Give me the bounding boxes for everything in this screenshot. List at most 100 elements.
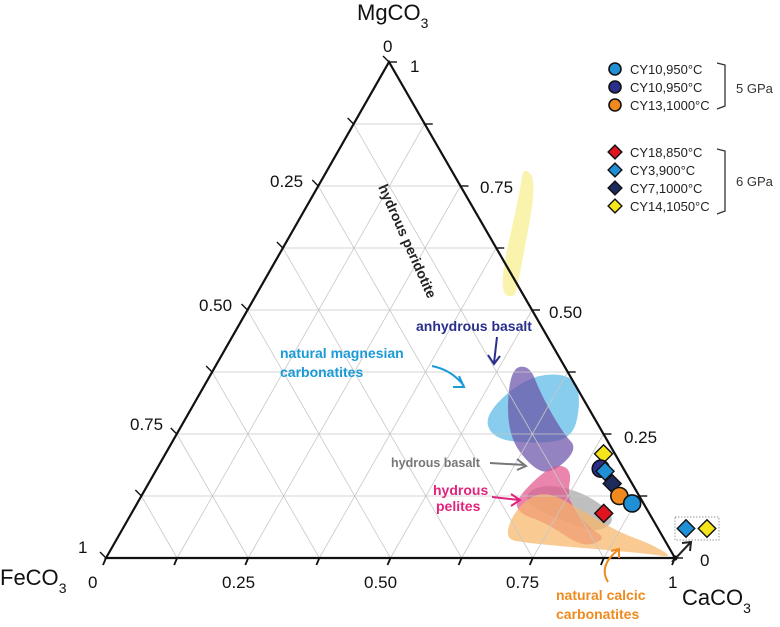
- region-hydrous-peridotite: [502, 170, 534, 297]
- gridline-feco3: [141, 495, 178, 559]
- label-anhydrous-basalt: anhydrous basalt: [416, 318, 532, 334]
- legend-label: CY14,1050°C: [630, 199, 710, 214]
- legend-group-6gpa: CY18,850°C CY3,900°C CY7,1000°C CY14,1050°C…: [607, 144, 774, 215]
- label-natural-magnesian-line1: natural magnesian: [280, 345, 404, 361]
- gridline-feco3: [176, 433, 249, 559]
- apex-title-mgco3: MgCO3: [357, 0, 429, 31]
- tick-bottom: [600, 557, 605, 566]
- gridline-feco3: [211, 371, 320, 559]
- legend-pressure-6gpa: 6 GPa: [736, 174, 774, 189]
- label-hydrous-pelites-line1: hydrous: [433, 482, 488, 498]
- arrow-hydrous-pelites: [491, 493, 522, 507]
- tick-label-left-0.75: 0.75: [130, 415, 163, 434]
- legend-label: CY10,950°C: [630, 62, 702, 77]
- tick-label-right-0.50: 0.50: [549, 303, 582, 322]
- arrow-natural-magnesian: [431, 365, 466, 388]
- label-natural-calcic-line2: carbonatites: [556, 606, 639, 622]
- gridline-caco3: [176, 123, 426, 559]
- tick-label-right-0.75: 0.75: [480, 178, 513, 197]
- tick-label-left-0.25: 0.25: [270, 172, 303, 191]
- legend-label: CY10,950°C: [630, 80, 702, 95]
- inset-box: [674, 516, 720, 541]
- legend-entry: CY18,850°C CY3,900°C CY7,1000°C CY14,1050°C: [607, 144, 710, 214]
- label-hydrous-peridotite: hydrous peridotite: [375, 182, 440, 301]
- legend-group-5gpa: CY10,950°C CY10,950°C CY13,1000°C 5 GPa: [608, 62, 774, 113]
- inset-points: [676, 518, 717, 539]
- tick-label-right-0: 0: [700, 551, 709, 570]
- legend-marker-diamond: [607, 144, 623, 160]
- legend-marker-diamond: [607, 198, 623, 214]
- tick-bottom: [457, 557, 463, 566]
- tick-label-right-0.25: 0.25: [624, 428, 657, 447]
- legend-entry: CY10,950°C CY10,950°C CY13,1000°C: [608, 62, 710, 113]
- apex-title-caco3: CaCO3: [682, 585, 751, 616]
- tick-left: [205, 365, 213, 373]
- tick-left: [134, 489, 142, 497]
- arrow-hydrous-basalt: [489, 458, 528, 471]
- data-point-circle: [622, 494, 642, 513]
- data-point-diamond: [593, 503, 614, 524]
- caco3-apex-dot: [672, 555, 678, 561]
- label-hydrous-pelites-line2: pelites: [436, 498, 481, 514]
- tick-bottom: [315, 557, 321, 566]
- tick-label-left-1: 1: [78, 538, 87, 557]
- arrow-anhydrous-basalt: [487, 336, 501, 366]
- label-hydrous-basalt: hydrous basalt: [391, 456, 481, 470]
- tick-label-left-0: 0: [383, 37, 392, 56]
- legend-marker-diamond: [607, 180, 623, 196]
- tick-left: [99, 551, 107, 559]
- tick-left: [241, 303, 248, 311]
- label-natural-calcic-line1: natural calcic: [556, 587, 646, 603]
- tick-left: [347, 117, 355, 125]
- legend-bracket-6gpa: [716, 148, 726, 215]
- tick-label-bottom-0.25: 0.25: [222, 573, 255, 592]
- tick-left: [170, 427, 178, 435]
- gridline-feco3: [282, 247, 462, 559]
- legend-marker-circle: [608, 62, 622, 76]
- tick-bottom: [173, 557, 178, 566]
- arrow-natural-calcic: [603, 547, 620, 583]
- tick-label-bottom-1: 1: [668, 573, 677, 592]
- tick-left: [382, 55, 390, 63]
- legend: CY10,950°C CY10,950°C CY13,1000°C 5 GPa CY…: [607, 62, 774, 215]
- legend-bracket-5gpa: [716, 62, 726, 110]
- tick-label-left-0.50: 0.50: [199, 296, 232, 315]
- gridline-feco3: [247, 309, 391, 559]
- tick-bottom: [102, 557, 107, 566]
- ternary-grid: [141, 123, 640, 559]
- label-natural-magnesian-line2: carbonatites: [280, 364, 363, 380]
- tick-bottom: [386, 557, 392, 566]
- gridline-feco3: [353, 123, 605, 559]
- legend-pressure-5gpa: 5 GPa: [736, 81, 774, 96]
- legend-label: CY18,850°C: [630, 145, 702, 160]
- bottom-tick-labels: 0 0.25 0.50 0.75 1: [88, 573, 677, 592]
- legend-marker-circle: [608, 80, 622, 94]
- legend-label: CY13,1000°C: [630, 98, 710, 113]
- legend-label: CY7,1000°C: [630, 181, 702, 196]
- tick-label-bottom-0.50: 0.50: [364, 573, 397, 592]
- axis-ticks: [99, 55, 683, 566]
- legend-marker-circle: [608, 98, 622, 112]
- tick-left: [276, 241, 284, 249]
- left-tick-labels: 1 0.75 0.50 0.25 0: [78, 37, 392, 557]
- right-tick-labels: 1 0.75 0.50 0.25 0: [410, 57, 709, 570]
- gridline-caco3: [390, 309, 533, 559]
- composition-regions: [487, 170, 668, 557]
- apex-title-feco3: FeCO3: [0, 565, 67, 596]
- tick-label-bottom-0: 0: [88, 573, 97, 592]
- gridline-caco3: [319, 247, 497, 559]
- tick-left: [311, 179, 319, 187]
- legend-marker-diamond: [607, 162, 623, 178]
- legend-label: CY3,900°C: [630, 163, 695, 178]
- tick-bottom: [244, 557, 250, 566]
- data-points: [591, 443, 642, 524]
- tick-label-right-1: 1: [410, 57, 419, 76]
- tick-bottom: [528, 557, 534, 566]
- gridline-caco3: [532, 433, 604, 559]
- inset-point-diamond: [676, 518, 696, 539]
- region-natural-calcic-carbonatites: [507, 494, 668, 557]
- data-point-diamond: [595, 461, 616, 482]
- inset-point-diamond: [697, 518, 717, 539]
- tick-label-bottom-0.75: 0.75: [506, 573, 539, 592]
